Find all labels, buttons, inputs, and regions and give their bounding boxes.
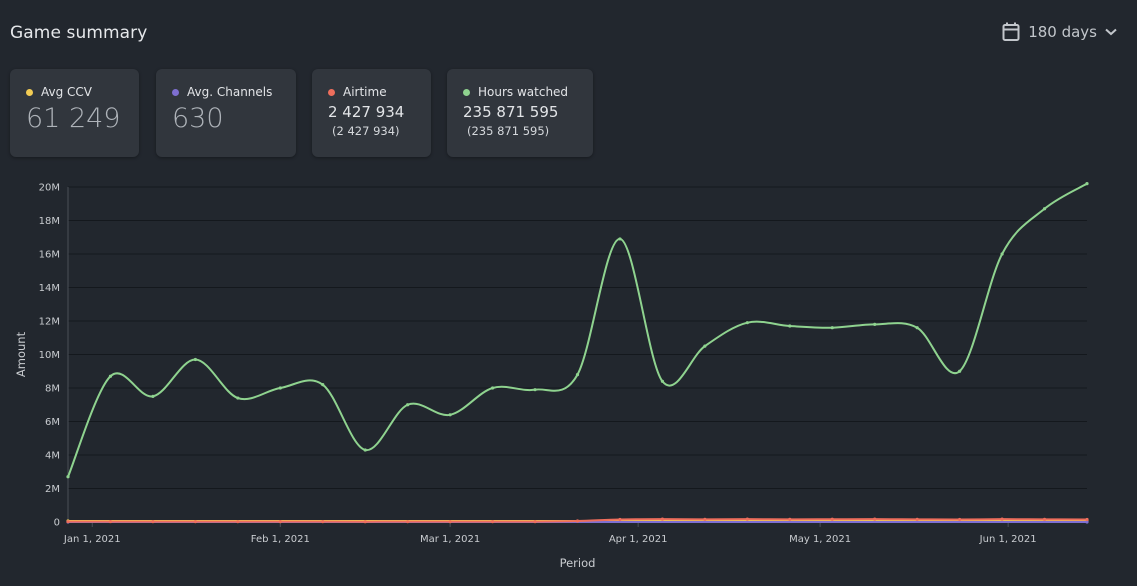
x-tick-label: Jun 1, 2021 [979,534,1037,545]
x-tick-label: Apr 1, 2021 [609,534,668,545]
data-point [915,326,919,330]
stat-card-value: 235 871 595 [463,103,559,121]
line-chart: 0 2M 4M 6M 8M 10M 12M 14M 16M 18M 20M Jan 1, 2021 Fe… [14,182,1089,570]
data-point [406,520,410,524]
y-tick-label: 14M [39,283,60,294]
data-point [490,520,495,524]
y-tick-label: 2M [45,484,60,495]
data-point [958,517,962,522]
data-point [321,383,325,387]
data-point [363,448,367,452]
stat-card-avg-channels[interactable]: Avg. Channels 630 [156,69,296,157]
chevron-down-icon [1105,28,1117,36]
data-point [193,519,197,524]
data-point [1042,517,1047,521]
data-point [1000,252,1004,256]
data-point [448,520,452,524]
data-point [236,396,240,400]
stat-card-value: 2 427 934 [328,103,405,121]
data-point [66,520,70,524]
data-point [618,237,622,241]
y-axis-title: Amount [14,331,28,377]
x-tick-label: May 1, 2021 [789,534,851,545]
stat-card-value: 61 249 [26,103,121,134]
x-tick-label: Feb 1, 2021 [251,534,310,545]
data-point [618,517,622,522]
data-point [193,357,197,362]
legend-dot [172,88,179,96]
y-tick-label: 16M [39,250,60,261]
y-tick-label: 8M [45,384,60,395]
calendar-icon [1002,22,1020,42]
data-point [788,517,792,521]
stat-card-subvalue: (235 871 595) [467,124,550,138]
data-point [575,373,580,377]
data-point [1000,517,1004,521]
data-point [915,517,919,521]
data-point [1085,182,1089,186]
data-point [660,379,665,383]
data-point [66,475,70,479]
data-point [363,520,367,524]
y-tick-label: 0 [54,518,60,529]
stat-card-value: 630 [172,103,224,134]
data-point [533,388,537,392]
stat-card-airtime[interactable]: Airtime 2 427 934 (2 427 934) [312,69,431,157]
data-point [108,374,113,378]
data-point [1042,207,1047,211]
stat-card-label: Hours watched [478,85,569,99]
x-tick-label: Jan 1, 2021 [63,534,121,545]
data-point [151,394,155,398]
data-point [873,322,877,326]
data-point [533,520,537,524]
data-point [660,517,665,521]
data-point [1085,517,1089,522]
data-point [321,520,325,524]
legend-dot [26,88,33,96]
y-tick-label: 4M [45,451,60,462]
data-point [873,517,877,521]
data-point [278,520,282,524]
page-title: Game summary [10,23,148,43]
y-tick-label: 12M [39,317,60,328]
date-range-label: 180 days [1028,23,1097,41]
data-point [575,519,580,523]
date-range-dropdown[interactable]: 180 days [1002,22,1117,42]
data-point [1085,520,1089,524]
data-point [830,517,834,521]
data-point [278,386,282,390]
x-axis-title: Period [560,556,596,570]
stat-card-label: Airtime [343,85,387,99]
data-point [958,369,962,373]
data-point [788,324,792,328]
data-point [703,517,707,521]
data-point [406,403,410,407]
x-tick-label: Mar 1, 2021 [420,534,480,545]
data-point [108,519,113,524]
data-point [448,413,452,417]
stat-card-hours-watched[interactable]: Hours watched 235 871 595 (235 871 595) [447,69,593,157]
stat-card-subvalue: (2 427 934) [332,124,400,138]
y-tick-label: 20M [39,183,60,194]
data-point [490,386,495,390]
data-point [703,344,707,348]
data-point [151,520,155,524]
y-tick-label: 10M [39,350,60,361]
data-point [236,520,240,524]
series-line-hours-watched [67,182,1088,478]
y-tick-label: 6M [45,417,60,428]
stat-card-avg-ccv[interactable]: Avg CCV 61 249 [10,69,139,157]
stat-card-label: Avg CCV [41,85,93,99]
data-point [830,326,834,330]
legend-dot [328,88,335,96]
legend-dot [463,88,470,96]
data-point [745,517,749,521]
data-point [745,321,749,325]
y-tick-label: 18M [39,216,60,227]
stat-card-label: Avg. Channels [187,85,273,99]
